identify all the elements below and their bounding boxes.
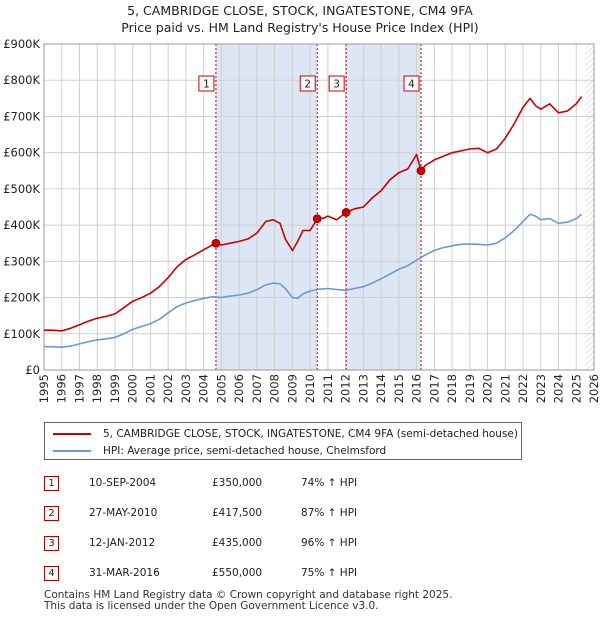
plot-frame [43,43,595,371]
x-tick-label: 2021 [498,374,512,403]
y-tick-label: £900K [3,37,40,51]
footer-attribution: Contains HM Land Registry data © Crown c… [44,590,452,612]
sale-hpi-change: 74% ↑ HPI [301,477,358,489]
sale-label-box [403,75,420,92]
sale-label-box [198,75,215,92]
sale-hpi-change: 96% ↑ HPI [301,537,358,549]
x-tick-label: 2013 [356,374,370,403]
x-tick-label: 2016 [410,374,424,403]
forecast-hatch [585,44,594,370]
y-tick-label: £300K [3,254,40,268]
x-tick-label: 2006 [232,374,246,403]
legend-swatch-hpi [53,450,91,452]
y-tick-label: £700K [3,109,40,123]
y-tick-label: £800K [3,73,40,87]
x-tick-label: 2019 [463,374,477,403]
footer-line-1: Contains HM Land Registry data © Crown c… [44,589,453,601]
x-tick-label: 2012 [339,374,353,403]
sale-date: 31-MAR-2016 [89,567,160,579]
x-tick-label: 2025 [569,374,583,403]
x-tick-label: 1998 [90,374,104,403]
sale-period-shade [215,44,318,370]
title-line-2: Price paid vs. HM Land Registry's House … [121,20,479,35]
x-tick-label: 2023 [534,374,548,403]
sale-label-box [299,75,316,92]
y-tick-label: £0 [25,363,40,377]
x-tick-label: 2017 [427,374,441,403]
legend-label-property: 5, CAMBRIDGE CLOSE, STOCK, INGATESTONE, … [103,428,518,440]
x-tick-label: 2022 [516,374,530,403]
legend-item-property: 5, CAMBRIDGE CLOSE, STOCK, INGATESTONE, … [53,426,518,442]
y-tick-label: £400K [3,218,40,232]
sale-price: £435,000 [212,537,263,549]
x-tick-label: 2024 [552,374,566,403]
sale-marker [416,166,426,176]
x-tick-label: 2002 [161,374,175,403]
property-price-line [44,96,583,332]
y-tick-label: £200K [3,291,40,305]
sale-date: 10-SEP-2004 [89,477,157,489]
x-tick-label: 2000 [126,374,140,403]
sale-label-number: 3 [333,79,340,91]
legend: 5, CAMBRIDGE CLOSE, STOCK, INGATESTONE, … [44,422,522,460]
sale-number-badge: 3 [44,536,59,551]
x-tick-label: 2007 [250,374,264,403]
sale-label-number: 4 [408,79,415,91]
sale-hpi-change: 75% ↑ HPI [301,567,358,579]
x-tick-label: 2014 [374,374,388,403]
sale-marker [341,208,351,217]
sale-marker [211,238,221,248]
sale-price: £550,000 [212,567,263,579]
sale-hpi-change: 87% ↑ HPI [301,507,358,519]
x-tick-label: 2018 [445,374,459,403]
price-chart: £0 £100K £200K £300K £400K £500K £600K £700K £80… [3,37,600,403]
legend-label-hpi: HPI: Average price, semi-detached house,… [103,445,387,457]
x-tick-label: 2008 [268,374,282,403]
sale-price: £417,500 [212,507,263,519]
sale-period-shade [346,44,422,370]
x-tick-label: 2004 [197,374,211,403]
sale-date: 12-JAN-2012 [89,537,156,549]
y-tick-label: £100K [3,327,40,341]
x-tick-label: 2010 [303,374,317,403]
sale-number-badge: 2 [44,506,59,521]
title-line-1: 5, CAMBRIDGE CLOSE, STOCK, INGATESTONE, … [127,3,473,18]
sale-price: £350,000 [212,477,263,489]
sale-row: 2 27-MAY-2010 £417,500 87% ↑ HPI [44,506,444,522]
x-tick-label: 2020 [481,374,495,403]
legend-item-hpi: HPI: Average price, semi-detached house,… [53,443,386,459]
x-tick-label: 2003 [179,374,193,403]
x-tick-label: 2015 [392,374,406,403]
x-tick-label: 1995 [37,374,51,403]
sale-number-badge: 4 [44,566,59,581]
y-tick-label: £600K [3,146,40,160]
footer-line-2: This data is licensed under the Open Gov… [44,600,379,612]
sale-marker [312,214,322,224]
sale-label-box [328,75,345,92]
x-tick-label: 2005 [214,374,228,403]
y-tick-label: £500K [3,182,40,196]
x-tick-label: 1999 [108,374,122,403]
x-tick-label: 1997 [72,374,86,403]
sale-row: 1 10-SEP-2004 £350,000 74% ↑ HPI [44,476,444,492]
chart-title: 5, CAMBRIDGE CLOSE, STOCK, INGATESTONE, … [0,2,600,36]
sale-row: 4 31-MAR-2016 £550,000 75% ↑ HPI [44,566,444,582]
x-tick-label: 2001 [143,374,157,403]
sale-number-badge: 1 [44,476,59,491]
x-tick-label: 2011 [321,374,335,403]
sale-label-number: 2 [304,79,311,91]
sale-row: 3 12-JAN-2012 £435,000 96% ↑ HPI [44,536,444,552]
legend-swatch-property [53,433,91,435]
sale-label-number: 1 [203,79,210,91]
x-tick-label: 1996 [55,374,69,403]
x-tick-label: 2026 [587,374,600,403]
x-tick-label: 2009 [285,374,299,403]
hpi-line [43,213,583,349]
sale-date: 27-MAY-2010 [89,507,158,519]
